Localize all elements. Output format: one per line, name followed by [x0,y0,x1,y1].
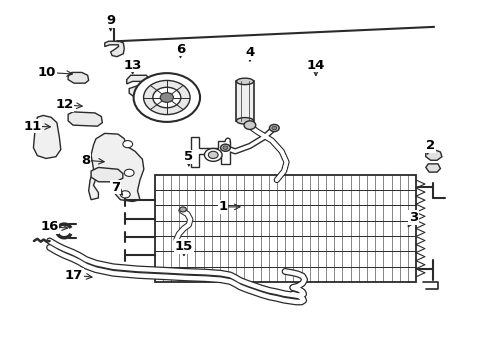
Text: 9: 9 [106,14,115,27]
Text: 4: 4 [245,46,254,59]
Text: 13: 13 [123,59,142,72]
Text: 6: 6 [176,42,185,55]
Bar [155,175,416,282]
Circle shape [208,151,218,158]
Circle shape [124,169,134,176]
Circle shape [220,144,230,151]
Text: 16: 16 [40,220,59,233]
Circle shape [134,73,200,122]
Circle shape [121,191,130,198]
Polygon shape [68,112,102,126]
Polygon shape [426,149,442,160]
Circle shape [270,125,279,132]
Polygon shape [68,72,89,83]
Polygon shape [91,167,123,182]
Text: 12: 12 [55,98,74,111]
Text: 8: 8 [81,154,91,167]
Polygon shape [33,116,61,158]
Circle shape [244,121,256,130]
Text: 10: 10 [38,66,56,79]
Ellipse shape [237,118,253,124]
Bar [237,81,253,121]
Polygon shape [127,75,156,98]
Text: 2: 2 [426,139,435,152]
Circle shape [272,126,277,130]
Circle shape [223,146,228,149]
Polygon shape [191,137,230,167]
Text: 15: 15 [175,240,193,253]
Text: 17: 17 [65,269,83,282]
Circle shape [160,93,173,102]
Circle shape [179,207,186,212]
Text: 5: 5 [184,150,194,163]
Polygon shape [105,41,124,57]
Circle shape [153,87,181,108]
Text: 14: 14 [307,59,325,72]
Circle shape [144,80,190,114]
Polygon shape [426,164,441,172]
Text: 3: 3 [409,211,418,224]
Text: 7: 7 [111,181,120,194]
Ellipse shape [237,78,253,85]
Text: 11: 11 [24,120,42,133]
Polygon shape [89,134,144,202]
Circle shape [204,148,222,161]
Circle shape [123,140,133,148]
Text: 1: 1 [219,201,227,213]
